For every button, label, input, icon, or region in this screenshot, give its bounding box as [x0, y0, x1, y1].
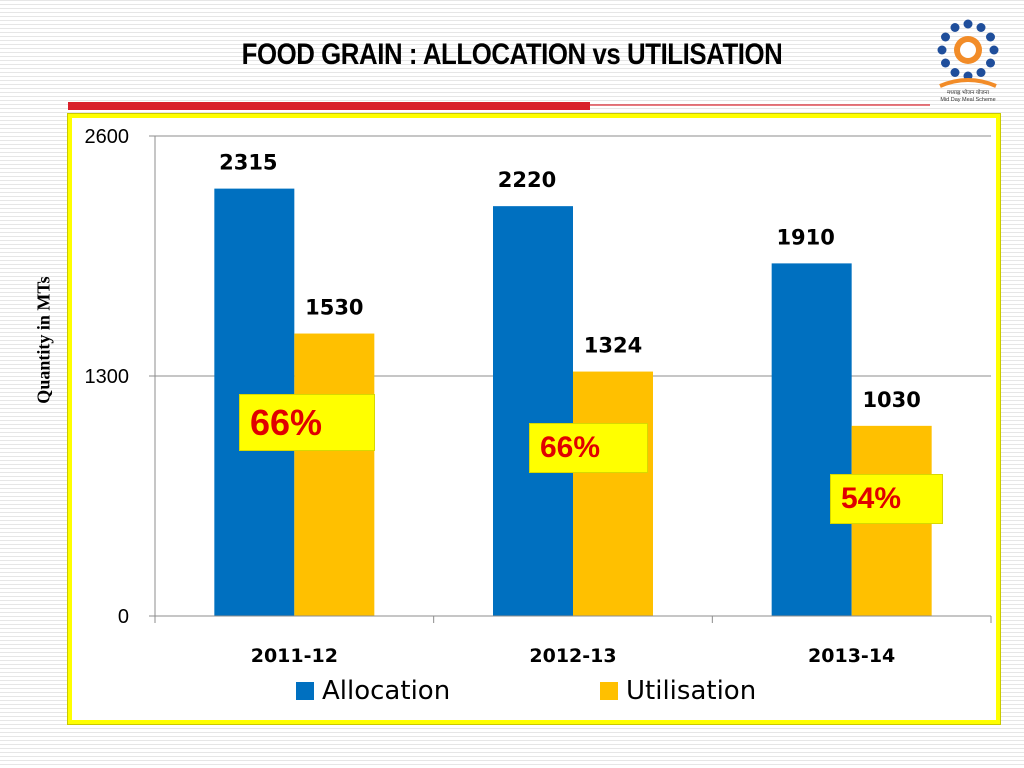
thin-accent-rule: [590, 104, 930, 106]
bar-allocation-2013-14: [771, 263, 852, 616]
y-tick-label-0: 0: [118, 606, 129, 628]
data-label-allocation-2013-14: 1910: [776, 225, 834, 249]
utilisation-percent-2012-13: 66%: [529, 423, 648, 473]
page-title: FOOD GRAIN : ALLOCATION vs UTILISATION: [241, 38, 783, 71]
x-tick-label-2011-12: 2011-12: [251, 645, 338, 667]
y-tick-label-1: 1300: [85, 366, 130, 388]
logo-caption: मध्याह्न भोजन योजना Mid Day Meal Scheme: [926, 90, 1010, 104]
data-label-allocation-2011-12: 2315: [219, 151, 277, 175]
legend-swatch-utilisation: [600, 682, 618, 700]
x-tick-label-2013-14: 2013-14: [808, 645, 895, 667]
legend-label-allocation: Allocation: [322, 676, 451, 706]
y-tick-label-2: 2600: [85, 126, 130, 148]
bar-utilisation-2011-12: [294, 333, 375, 616]
legend-item-allocation: Allocation: [296, 676, 450, 706]
data-label-utilisation-2012-13: 1324: [584, 334, 642, 358]
y-axis-label: Quantity in MTs: [33, 276, 54, 404]
mid-day-meal-scheme-logo-icon: [937, 19, 999, 88]
data-label-utilisation-2011-12: 1530: [305, 296, 363, 320]
logo-caption-english: Mid Day Meal Scheme: [940, 97, 996, 103]
legend-swatch-allocation: [296, 682, 314, 700]
data-label-allocation-2012-13: 2220: [498, 168, 556, 192]
bar-utilisation-2012-13: [573, 371, 653, 616]
utilisation-percent-2013-14: 54%: [830, 474, 943, 524]
bar-allocation-2012-13: [493, 206, 573, 616]
utilisation-percent-2011-12: 66%: [239, 394, 375, 451]
data-label-utilisation-2013-14: 1030: [862, 388, 920, 412]
legend-label-utilisation: Utilisation: [626, 676, 757, 706]
accent-rule: [68, 102, 590, 110]
legend: Allocation Utilisation: [0, 676, 1024, 716]
x-tick-label-2012-13: 2012-13: [529, 645, 616, 667]
legend-item-utilisation: Utilisation: [600, 676, 756, 706]
logo-caption-hindi: मध्याह्न भोजन योजना: [946, 90, 990, 96]
